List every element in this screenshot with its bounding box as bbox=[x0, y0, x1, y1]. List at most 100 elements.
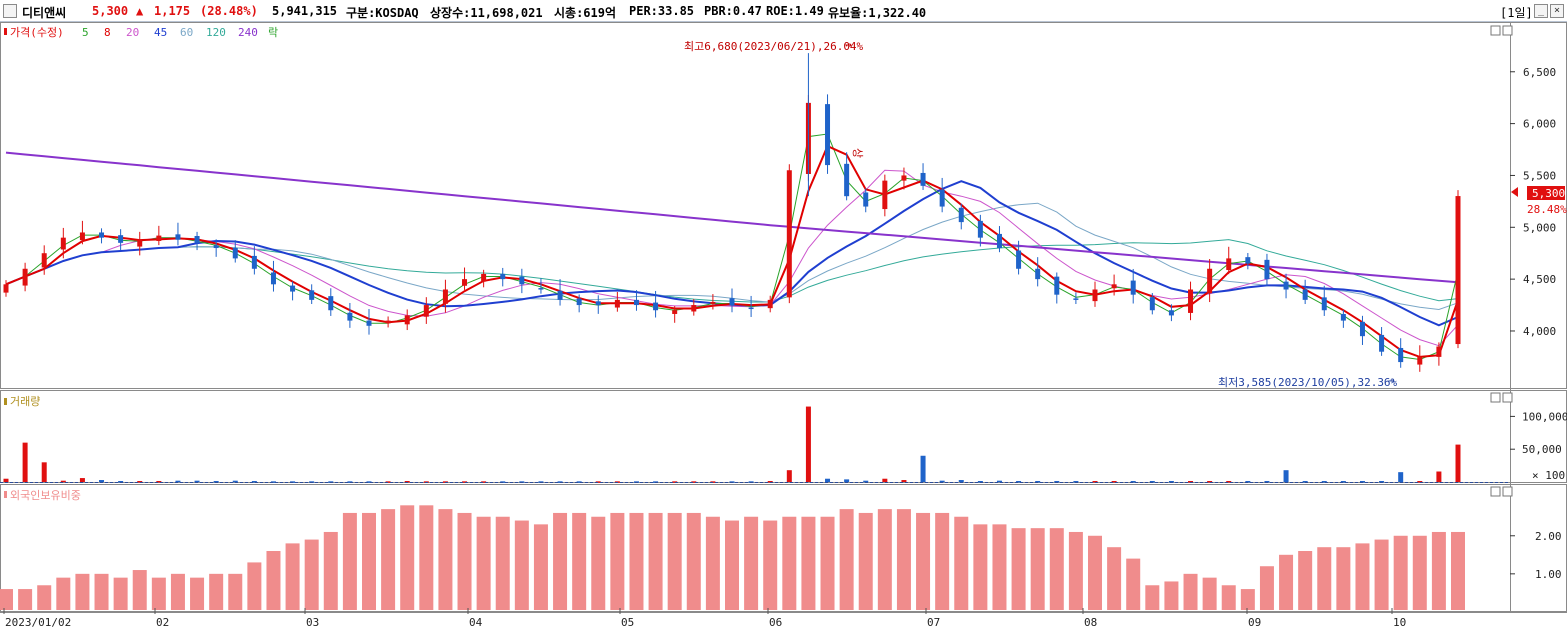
x-tick-label: 07 bbox=[927, 616, 940, 629]
foreign-ownership-bar bbox=[782, 516, 797, 610]
foreign-ownership-bar bbox=[1336, 547, 1351, 610]
candle-body bbox=[595, 301, 601, 306]
legend-ma240: 240 bbox=[238, 26, 258, 39]
price-panel-frame bbox=[0, 22, 1567, 389]
foreign-ownership-bar bbox=[533, 524, 548, 610]
volume-bar bbox=[1016, 481, 1022, 483]
foreign-ownership-bar bbox=[1259, 566, 1274, 610]
foreign-ownership-bar bbox=[228, 573, 243, 610]
foreign-ownership-bar bbox=[667, 512, 682, 610]
candle-body bbox=[748, 307, 754, 310]
volume-bar bbox=[404, 481, 410, 483]
candle-body bbox=[786, 170, 792, 298]
volume-bar bbox=[251, 481, 257, 483]
candle-body bbox=[1130, 280, 1136, 295]
legend-ma5: 5 bbox=[82, 26, 89, 39]
candle-body bbox=[920, 172, 926, 186]
candle-body bbox=[519, 276, 525, 285]
volume-tick-label: 50,000 bbox=[1522, 443, 1562, 456]
candle-body bbox=[270, 272, 276, 285]
ma8-line bbox=[5, 144, 1459, 358]
candle-body bbox=[194, 236, 200, 243]
candle-body bbox=[60, 237, 66, 250]
candle-body bbox=[1054, 276, 1060, 295]
volume-bar bbox=[3, 478, 9, 482]
foreign-ownership-bar bbox=[763, 520, 778, 610]
candle-body bbox=[1073, 298, 1079, 300]
candle-body bbox=[175, 234, 181, 240]
candle-body bbox=[385, 320, 391, 324]
foreign-ownership-bar bbox=[438, 509, 453, 610]
candle-body bbox=[1092, 289, 1098, 302]
candle-body bbox=[213, 245, 219, 249]
candle-body bbox=[614, 299, 620, 308]
foreign-ownership-bar bbox=[113, 577, 128, 610]
foreign-panel-minimize-button[interactable] bbox=[1490, 486, 1501, 497]
volume-bar bbox=[767, 481, 773, 483]
window-checkbox-icon[interactable] bbox=[3, 4, 17, 18]
foreign-ownership-bar bbox=[18, 589, 33, 610]
volume-bar bbox=[270, 481, 276, 483]
volume-bar bbox=[1321, 481, 1327, 483]
foreign-ownership-bars bbox=[0, 505, 1465, 610]
foreign-ownership-bar bbox=[1374, 539, 1389, 610]
volume-bar bbox=[1054, 481, 1060, 483]
volume-bar bbox=[232, 480, 238, 483]
volume-bar bbox=[385, 481, 391, 483]
candle-body bbox=[347, 312, 353, 321]
volume-value: 5,941,315 bbox=[272, 4, 338, 18]
foreign-ownership-bar bbox=[858, 512, 873, 610]
roe-value: ROE:1.49 bbox=[766, 4, 824, 18]
last-percent-label: 28.48% bbox=[1527, 203, 1567, 216]
legend-ma120: 120 bbox=[206, 26, 226, 39]
candle-body bbox=[118, 235, 124, 243]
candle-body bbox=[844, 163, 850, 197]
volume-bar bbox=[672, 481, 678, 483]
foreign-ownership-bar bbox=[744, 516, 759, 610]
volume-bar bbox=[1455, 444, 1461, 482]
candle-body bbox=[1302, 289, 1308, 300]
volume-bar bbox=[156, 481, 162, 483]
candle-body bbox=[1035, 268, 1041, 280]
x-tick-label: 2023/01/02 bbox=[5, 616, 71, 629]
candle-body bbox=[404, 315, 410, 325]
candle-body bbox=[232, 248, 238, 259]
price-panel-minimize-button[interactable] bbox=[1490, 25, 1501, 36]
candle-body bbox=[366, 320, 372, 326]
foreign-panel-close-button[interactable] bbox=[1502, 486, 1513, 497]
foreign-ownership-bar bbox=[1049, 528, 1064, 610]
x-tick-label: 09 bbox=[1248, 616, 1261, 629]
volume-bar bbox=[786, 470, 792, 482]
price-change-percent: (28.48%) bbox=[200, 4, 258, 18]
price-tick-label: 6,500 bbox=[1523, 66, 1556, 79]
volume-bar bbox=[1264, 481, 1270, 483]
last-price-marker: 5,300 28.48% bbox=[1511, 186, 1567, 216]
foreign-ownership-bar bbox=[1068, 531, 1083, 610]
price-tick-label: 5,000 bbox=[1523, 221, 1556, 234]
period-selector[interactable]: [1일] bbox=[1500, 6, 1533, 20]
price-tick-label: 4,000 bbox=[1523, 325, 1556, 338]
foreign-ownership-bar bbox=[1164, 581, 1179, 610]
last-price-pointer-icon bbox=[1511, 187, 1518, 197]
volume-panel-close-button[interactable] bbox=[1502, 392, 1513, 403]
candle-body bbox=[633, 299, 639, 306]
limit-up-label: 상 bbox=[851, 148, 864, 158]
market-cap: 시총:619억 bbox=[554, 6, 617, 20]
foreign-ownership-bar bbox=[1393, 535, 1408, 610]
volume-bar bbox=[1283, 470, 1289, 482]
panel-buttons bbox=[1490, 25, 1513, 497]
price-panel-close-button[interactable] bbox=[1502, 25, 1513, 36]
close-button[interactable]: × bbox=[1550, 4, 1564, 18]
foreign-ownership-bar bbox=[801, 516, 816, 610]
volume-bar bbox=[194, 480, 200, 483]
foreign-ownership-bar bbox=[170, 573, 185, 610]
candle-body bbox=[290, 285, 296, 292]
foreign-ownership-bar bbox=[132, 570, 147, 610]
minimize-button[interactable]: _ bbox=[1534, 4, 1548, 18]
price-tick-label: 6,000 bbox=[1523, 118, 1556, 131]
volume-panel-minimize-button[interactable] bbox=[1490, 392, 1501, 403]
volume-bar bbox=[1092, 481, 1098, 483]
volume-bar bbox=[1073, 481, 1079, 483]
volume-bar bbox=[462, 481, 468, 483]
volume-bar bbox=[882, 478, 888, 482]
